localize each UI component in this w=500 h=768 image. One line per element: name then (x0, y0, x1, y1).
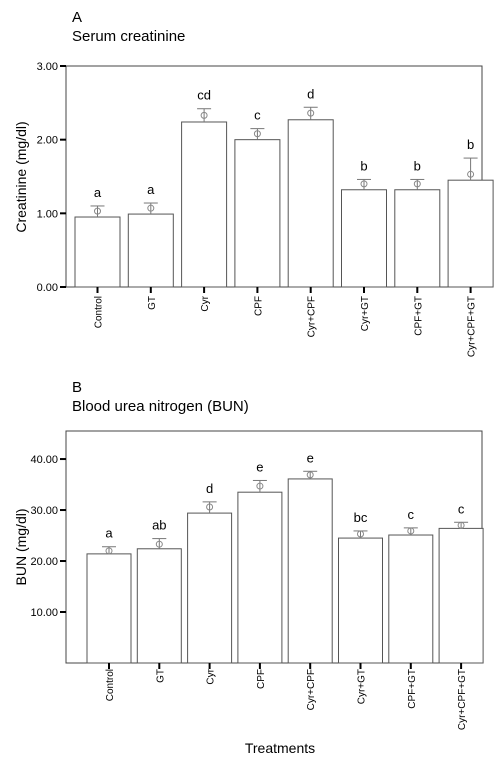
panel-b-sig-letter-6: c (408, 507, 415, 522)
panel-b-x-tick-label-3: CPF (256, 669, 267, 689)
panel-a-sig-letter-7: b (467, 137, 474, 152)
panel-b-y-tick-label-3: 40.00 (30, 454, 58, 466)
panel-b-sig-letter-0: a (105, 526, 113, 541)
panel-b-x-tick-label-2: Cyr (206, 668, 217, 684)
panel-b-sig-letter-1: ab (152, 518, 166, 533)
panel-b-point-marker-4 (306, 471, 314, 479)
panel-a-bar-7 (447, 179, 494, 288)
panel-a-point-marker-0 (94, 207, 101, 215)
panel-b-bar-1 (136, 548, 182, 664)
panel-a-x-tick-label-0: Control (94, 296, 105, 328)
panel-b-sig-letter-7: c (458, 501, 465, 516)
panel-b-title: Blood urea nitrogen (BUN) (72, 398, 249, 415)
panel-a-x-tick-label-1: GT (147, 296, 158, 310)
panel-a-x-tick-label-3: CPF (253, 296, 264, 316)
panel-a-marks: 0.00 1.00 2.00 3.00 a Control a GT cd Cyr c CPF d Cyr… (37, 61, 494, 357)
panel-a-point-marker-3 (253, 130, 261, 138)
panel-b-x-tick-label-0: Control (105, 669, 116, 701)
panel-b-point-marker-7 (457, 521, 465, 529)
panel-a-x-tick-label-5: Cyr+GT (360, 296, 371, 331)
panel-b-bar-7 (438, 527, 484, 664)
panel-b-x-tick-label-7: Cyr+CPF+GT (457, 669, 468, 730)
panel-a-y-tick-label-1: 1.00 (37, 208, 58, 220)
panel-a-title: Serum creatinine (72, 28, 185, 45)
panel-a-bar-4 (287, 119, 334, 288)
panel-b-x-tick-label-6: CPF+GT (407, 669, 418, 709)
panel-a-x-tick-label-7: Cyr+CPF+GT (467, 296, 478, 357)
panel-a-y-axis-label: Creatinine (mg/dl) (13, 121, 29, 232)
panel-a-bar-2 (181, 121, 228, 288)
panel-a-bar-5 (341, 189, 387, 288)
panel-a-point-marker-1 (147, 204, 155, 212)
panel-a-sig-letter-4: d (307, 86, 314, 101)
panel-a-creatinine: A Serum creatinine Creatinine (mg/dl) 0.… (13, 9, 494, 357)
panel-b-x-tick-label-5: Cyr+GT (357, 669, 368, 704)
panel-a-bar-6 (394, 189, 441, 288)
panel-b-sig-letter-2: d (206, 481, 213, 496)
panel-a-sig-letter-1: a (147, 182, 155, 197)
panel-b-point-marker-5 (357, 530, 364, 538)
panel-a-point-marker-6 (413, 180, 421, 188)
panel-a-x-tick-label-6: CPF+GT (413, 296, 424, 336)
panel-b-x-axis-label: Treatments (245, 740, 315, 756)
panel-a-point-marker-7 (467, 170, 475, 178)
panel-b-marks: 10.00 20.00 30.00 40.00 a Control ab GT d Cyr e CPF… (30, 450, 484, 730)
panel-a-sig-letter-5: b (360, 158, 367, 173)
panel-a-point-marker-2 (200, 111, 208, 119)
panel-b-point-marker-1 (155, 540, 163, 548)
panel-a-y-tick-label-3: 3.00 (37, 61, 58, 73)
panel-a-bar-3 (234, 139, 281, 288)
panel-a-sig-letter-3: c (254, 108, 261, 123)
panel-b-point-marker-2 (206, 503, 214, 511)
panel-a-bar-0 (74, 216, 121, 288)
panel-a-y-tick-label-0: 0.00 (37, 282, 58, 294)
panel-b-y-axis-label: BUN (mg/dl) (13, 508, 29, 585)
panel-b-letter: B (72, 379, 82, 396)
panel-b-y-tick-label-0: 10.00 (30, 607, 58, 619)
panel-b-sig-letter-4: e (307, 450, 314, 465)
panel-a-sig-letter-6: b (414, 158, 421, 173)
panel-b-y-tick-label-2: 30.00 (30, 505, 58, 517)
panel-a-y-tick-label-2: 2.00 (37, 135, 58, 147)
panel-a-point-marker-5 (360, 180, 368, 188)
panel-a-x-tick-label-4: Cyr+CPF (307, 296, 318, 337)
panel-a-x-tick-label-2: Cyr (200, 295, 211, 311)
panel-b-bun: B Blood urea nitrogen (BUN) BUN (mg/dl) … (13, 379, 484, 756)
panel-a-bar-1 (127, 213, 174, 288)
panel-b-bar-6 (388, 534, 434, 664)
panel-b-point-marker-6 (407, 527, 415, 535)
panel-b-bar-0 (86, 553, 132, 664)
panel-b-sig-letter-5: bc (354, 510, 368, 525)
panel-a-sig-letter-2: cd (197, 88, 211, 103)
panel-a-point-marker-4 (307, 109, 315, 117)
panel-a-letter: A (72, 9, 82, 26)
panel-b-y-tick-label-1: 20.00 (30, 556, 58, 568)
panel-b-x-tick-label-4: Cyr+CPF (306, 669, 317, 710)
panel-b-bar-5 (338, 537, 383, 664)
panel-b-bar-4 (287, 478, 333, 664)
panel-b-point-marker-3 (256, 482, 264, 490)
panel-b-sig-letter-3: e (256, 459, 263, 474)
panel-b-x-tick-label-1: GT (155, 669, 166, 683)
panel-b-bar-3 (237, 491, 283, 664)
panel-b-point-marker-0 (105, 547, 113, 555)
panel-b-bar-2 (187, 512, 233, 664)
panel-a-sig-letter-0: a (94, 185, 102, 200)
